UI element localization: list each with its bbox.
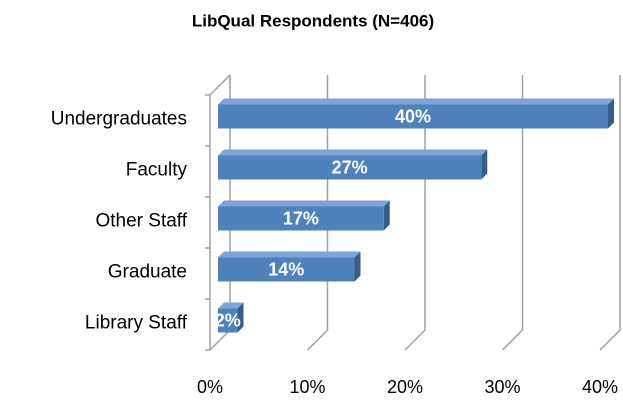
- bar-side: [354, 251, 361, 282]
- bar: [218, 155, 482, 180]
- value-label: 27%: [332, 157, 368, 177]
- value-label: 17%: [283, 208, 319, 228]
- y-tick-label: Graduate: [108, 262, 187, 283]
- x-tick-label: 40%: [582, 377, 618, 397]
- bar-top: [218, 149, 488, 156]
- x-tick-label: 30%: [484, 377, 520, 397]
- y-tick-label: Library Staff: [85, 313, 188, 334]
- bar-top: [218, 200, 390, 207]
- bar-side: [481, 149, 488, 180]
- x-tick-label: 20%: [387, 377, 423, 397]
- y-tick-label: Faculty: [126, 160, 188, 181]
- bar: [218, 104, 608, 129]
- grid-line: [599, 75, 621, 351]
- x-tick-label: 0%: [197, 377, 223, 397]
- y-tick-label: Undergraduates: [51, 109, 187, 130]
- axis-wall: [209, 74, 231, 350]
- bar: [218, 308, 238, 333]
- bar-side: [237, 302, 244, 333]
- y-tick-label: Other Staff: [95, 211, 187, 232]
- chart-title: LibQual Respondents (N=406): [192, 11, 434, 30]
- bar: [218, 257, 355, 282]
- grid-line: [501, 75, 524, 351]
- bar-side: [383, 200, 390, 231]
- value-label: 40%: [395, 106, 431, 126]
- value-label: 2%: [215, 310, 241, 330]
- bar: [218, 206, 384, 231]
- bar-top: [218, 98, 614, 105]
- bar-top: [218, 302, 244, 309]
- bar-top: [218, 251, 361, 258]
- x-tick-label: 10%: [289, 377, 325, 397]
- bar-side: [608, 98, 614, 129]
- value-label: 14%: [268, 259, 304, 279]
